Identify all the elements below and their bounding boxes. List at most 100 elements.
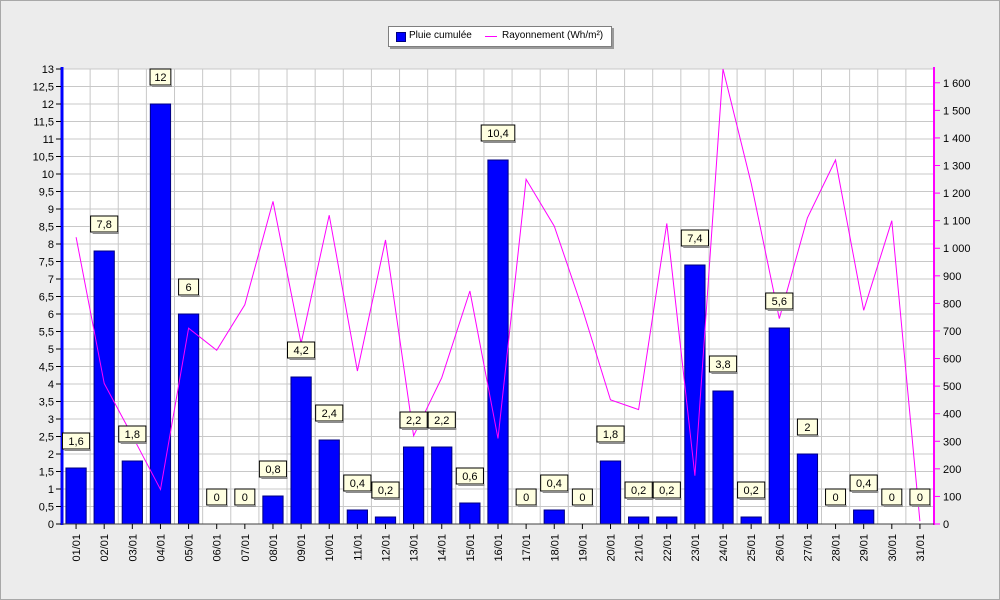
tick-label-right: 600	[943, 354, 961, 366]
bar-12/01	[374, 516, 397, 525]
bar-22/01	[656, 516, 678, 525]
data-label-shadow	[518, 505, 538, 507]
tick-label-left: 12,5	[33, 82, 54, 94]
data-label-shadow	[373, 498, 401, 500]
tick-label-left: 2	[48, 449, 54, 461]
tick-label-x: 15/01	[465, 534, 477, 562]
data-label-23/01: 7,4	[687, 233, 702, 245]
bar-03/01	[121, 460, 143, 525]
tick-label-x: 29/01	[859, 534, 871, 562]
bar-20/01	[599, 460, 622, 525]
bar-01/01	[65, 467, 87, 525]
data-label-24/01: 3,8	[715, 359, 730, 371]
data-label-16/01: 10,4	[487, 128, 508, 140]
data-label-13/01: 2,2	[406, 415, 421, 427]
data-label-09/01: 4,2	[293, 345, 308, 357]
data-label-shadow	[542, 491, 569, 493]
bar-24/01	[712, 390, 734, 525]
tick-label-left: 12	[42, 99, 54, 111]
data-label-shadow	[208, 505, 228, 507]
tick-label-left: 6,5	[39, 292, 54, 304]
legend: Pluie cumulée Rayonnement (Wh/m²)	[388, 26, 612, 47]
data-label-20/01: 1,8	[603, 429, 618, 441]
tick-label-right: 1 300	[943, 161, 971, 173]
tick-label-left: 11	[43, 134, 54, 146]
tick-label-left: 7,5	[39, 257, 54, 269]
tick-label-x: 03/01	[127, 534, 139, 562]
data-label-28/01: 0	[832, 492, 838, 504]
data-label-17/01: 0	[523, 492, 529, 504]
tick-label-left: 4,5	[39, 362, 54, 374]
tick-label-right: 0	[943, 519, 949, 531]
tick-label-right: 1 000	[943, 243, 971, 255]
tick-label-x: 31/01	[915, 534, 927, 562]
bar-25/01	[740, 516, 762, 525]
data-label-shadow	[683, 246, 710, 248]
tick-label-right: 1 100	[943, 216, 971, 228]
tick-label-right: 200	[943, 464, 961, 476]
bar-29/01	[853, 509, 875, 525]
data-label-03/01: 1,8	[125, 429, 140, 441]
tick-label-left: 6	[48, 309, 54, 321]
tick-label-x: 21/01	[634, 534, 646, 562]
data-label-shadow	[883, 505, 903, 507]
bar-14/01	[431, 446, 453, 525]
tick-label-left: 7	[48, 274, 54, 286]
bar-13/01	[402, 446, 425, 525]
tick-label-x: 08/01	[268, 534, 280, 562]
tick-label-left: 8	[48, 239, 54, 251]
data-label-12/01: 0,2	[378, 485, 393, 497]
tick-label-left: 1,5	[39, 467, 54, 479]
tick-label-x: 12/01	[380, 534, 392, 562]
tick-label-x: 25/01	[746, 534, 758, 562]
data-label-26/01: 5,6	[772, 296, 787, 308]
tick-label-left: 0	[48, 519, 54, 531]
data-label-shadow	[92, 232, 119, 234]
data-label-shadow	[64, 449, 91, 451]
tick-label-left: 2,5	[39, 432, 54, 444]
bar-04/01	[149, 103, 172, 525]
tick-label-right: 900	[943, 271, 961, 283]
data-label-07/01: 0	[242, 492, 248, 504]
tick-label-right: 700	[943, 326, 961, 338]
tick-label-x: 02/01	[99, 534, 111, 562]
series-line-radiation	[75, 68, 921, 522]
data-label-shadow	[402, 428, 429, 430]
data-label-shadow	[739, 498, 766, 500]
tick-label-x: 28/01	[831, 534, 843, 562]
tick-label-x: 17/01	[521, 534, 533, 562]
bar-08/01	[262, 495, 284, 525]
data-label-14/01: 2,2	[434, 415, 449, 427]
data-label-shadow	[236, 505, 256, 507]
data-label-08/01: 0,8	[265, 464, 280, 476]
data-label-shadow	[317, 421, 344, 423]
legend-label-radiation: Rayonnement (Wh/m²)	[502, 30, 604, 41]
tick-label-x: 04/01	[155, 534, 167, 562]
data-label-shadow	[827, 505, 847, 507]
tick-label-x: 18/01	[549, 534, 561, 562]
data-label-10/01: 2,4	[322, 408, 337, 420]
data-label-shadow	[574, 505, 594, 507]
data-label-shadow	[261, 477, 288, 479]
tick-label-right: 1 500	[943, 105, 971, 117]
bar-27/01	[796, 453, 819, 525]
tick-label-left: 1	[48, 484, 54, 496]
bar-21/01	[628, 516, 650, 525]
tick-label-left: 13	[42, 64, 54, 76]
data-label-18/01: 0,4	[547, 478, 562, 490]
tick-label-x: 01/01	[71, 534, 83, 562]
bar-18/01	[543, 509, 565, 525]
data-label-05/01: 6	[186, 282, 192, 294]
data-label-27/01: 2	[804, 422, 810, 434]
tick-label-x: 10/01	[324, 534, 336, 562]
tick-label-x: 07/01	[240, 534, 252, 562]
tick-label-left: 5,5	[39, 327, 54, 339]
tick-label-x: 13/01	[409, 534, 421, 562]
data-label-29/01: 0,4	[856, 478, 871, 490]
data-label-11/01: 0,4	[350, 478, 365, 490]
tick-label-x: 09/01	[296, 534, 308, 562]
tick-label-right: 1 600	[943, 78, 971, 90]
data-label-02/01: 7,8	[97, 219, 112, 231]
bar-23/01	[684, 264, 706, 525]
